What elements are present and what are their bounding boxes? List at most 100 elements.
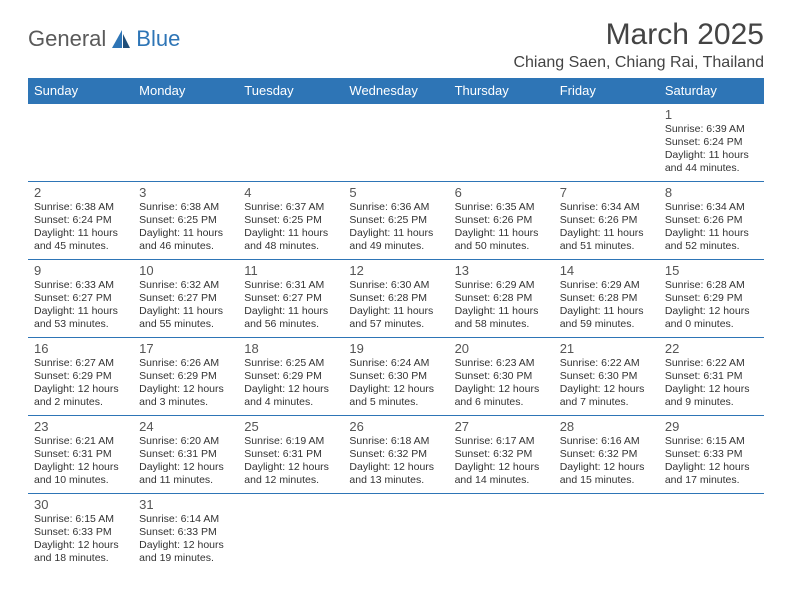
- sunrise-text: Sunrise: 6:18 AM: [349, 435, 442, 448]
- calendar-cell: 11Sunrise: 6:31 AMSunset: 6:27 PMDayligh…: [238, 260, 343, 338]
- sunrise-text: Sunrise: 6:38 AM: [139, 201, 232, 214]
- sunrise-text: Sunrise: 6:38 AM: [34, 201, 127, 214]
- day-number: 24: [139, 419, 232, 434]
- sail-icon: [110, 28, 132, 50]
- daylight-text: Daylight: 11 hours and 58 minutes.: [455, 305, 548, 331]
- daylight-text: Daylight: 12 hours and 4 minutes.: [244, 383, 337, 409]
- daylight-text: Daylight: 12 hours and 10 minutes.: [34, 461, 127, 487]
- calendar-cell: 10Sunrise: 6:32 AMSunset: 6:27 PMDayligh…: [133, 260, 238, 338]
- day-details: Sunrise: 6:33 AMSunset: 6:27 PMDaylight:…: [34, 279, 127, 332]
- brand-logo: General Blue: [28, 26, 180, 52]
- title-area: March 2025 Chiang Saen, Chiang Rai, Thai…: [513, 18, 764, 72]
- calendar-cell: 26Sunrise: 6:18 AMSunset: 6:32 PMDayligh…: [343, 416, 448, 494]
- sunset-text: Sunset: 6:24 PM: [34, 214, 127, 227]
- day-number: 17: [139, 341, 232, 356]
- day-number: 13: [455, 263, 548, 278]
- weekday-header: Wednesday: [343, 78, 448, 104]
- sunrise-text: Sunrise: 6:37 AM: [244, 201, 337, 214]
- day-details: Sunrise: 6:15 AMSunset: 6:33 PMDaylight:…: [34, 513, 127, 566]
- sunset-text: Sunset: 6:29 PM: [139, 370, 232, 383]
- sunset-text: Sunset: 6:28 PM: [349, 292, 442, 305]
- day-details: Sunrise: 6:36 AMSunset: 6:25 PMDaylight:…: [349, 201, 442, 254]
- calendar-cell: 4Sunrise: 6:37 AMSunset: 6:25 PMDaylight…: [238, 182, 343, 260]
- sunset-text: Sunset: 6:28 PM: [560, 292, 653, 305]
- sunset-text: Sunset: 6:31 PM: [244, 448, 337, 461]
- weekday-header-row: Sunday Monday Tuesday Wednesday Thursday…: [28, 78, 764, 104]
- daylight-text: Daylight: 12 hours and 2 minutes.: [34, 383, 127, 409]
- sunrise-text: Sunrise: 6:26 AM: [139, 357, 232, 370]
- calendar-cell: [449, 104, 554, 182]
- calendar-cell: 19Sunrise: 6:24 AMSunset: 6:30 PMDayligh…: [343, 338, 448, 416]
- daylight-text: Daylight: 12 hours and 3 minutes.: [139, 383, 232, 409]
- day-details: Sunrise: 6:29 AMSunset: 6:28 PMDaylight:…: [455, 279, 548, 332]
- day-details: Sunrise: 6:17 AMSunset: 6:32 PMDaylight:…: [455, 435, 548, 488]
- calendar-row: 9Sunrise: 6:33 AMSunset: 6:27 PMDaylight…: [28, 260, 764, 338]
- weekday-header: Friday: [554, 78, 659, 104]
- daylight-text: Daylight: 11 hours and 57 minutes.: [349, 305, 442, 331]
- sunrise-text: Sunrise: 6:35 AM: [455, 201, 548, 214]
- day-number: 31: [139, 497, 232, 512]
- day-number: 23: [34, 419, 127, 434]
- weekday-header: Sunday: [28, 78, 133, 104]
- day-number: 2: [34, 185, 127, 200]
- day-details: Sunrise: 6:31 AMSunset: 6:27 PMDaylight:…: [244, 279, 337, 332]
- day-details: Sunrise: 6:34 AMSunset: 6:26 PMDaylight:…: [560, 201, 653, 254]
- sunset-text: Sunset: 6:33 PM: [139, 526, 232, 539]
- calendar-cell: [238, 104, 343, 182]
- daylight-text: Daylight: 11 hours and 50 minutes.: [455, 227, 548, 253]
- sunrise-text: Sunrise: 6:25 AM: [244, 357, 337, 370]
- sunset-text: Sunset: 6:28 PM: [455, 292, 548, 305]
- sunrise-text: Sunrise: 6:24 AM: [349, 357, 442, 370]
- calendar-cell: [343, 104, 448, 182]
- day-details: Sunrise: 6:22 AMSunset: 6:30 PMDaylight:…: [560, 357, 653, 410]
- day-details: Sunrise: 6:27 AMSunset: 6:29 PMDaylight:…: [34, 357, 127, 410]
- calendar-cell: 3Sunrise: 6:38 AMSunset: 6:25 PMDaylight…: [133, 182, 238, 260]
- daylight-text: Daylight: 12 hours and 12 minutes.: [244, 461, 337, 487]
- calendar-cell: 16Sunrise: 6:27 AMSunset: 6:29 PMDayligh…: [28, 338, 133, 416]
- sunset-text: Sunset: 6:27 PM: [244, 292, 337, 305]
- calendar-cell: [659, 494, 764, 572]
- sunrise-text: Sunrise: 6:22 AM: [560, 357, 653, 370]
- weekday-header: Saturday: [659, 78, 764, 104]
- brand-text-1: General: [28, 26, 106, 52]
- day-number: 8: [665, 185, 758, 200]
- day-number: 1: [665, 107, 758, 122]
- calendar-cell: 30Sunrise: 6:15 AMSunset: 6:33 PMDayligh…: [28, 494, 133, 572]
- day-number: 3: [139, 185, 232, 200]
- sunset-text: Sunset: 6:33 PM: [34, 526, 127, 539]
- calendar-cell: 24Sunrise: 6:20 AMSunset: 6:31 PMDayligh…: [133, 416, 238, 494]
- daylight-text: Daylight: 11 hours and 44 minutes.: [665, 149, 758, 175]
- daylight-text: Daylight: 12 hours and 15 minutes.: [560, 461, 653, 487]
- day-number: 7: [560, 185, 653, 200]
- sunrise-text: Sunrise: 6:32 AM: [139, 279, 232, 292]
- day-details: Sunrise: 6:16 AMSunset: 6:32 PMDaylight:…: [560, 435, 653, 488]
- day-number: 22: [665, 341, 758, 356]
- sunrise-text: Sunrise: 6:34 AM: [665, 201, 758, 214]
- daylight-text: Daylight: 12 hours and 7 minutes.: [560, 383, 653, 409]
- daylight-text: Daylight: 11 hours and 56 minutes.: [244, 305, 337, 331]
- daylight-text: Daylight: 11 hours and 45 minutes.: [34, 227, 127, 253]
- sunrise-text: Sunrise: 6:22 AM: [665, 357, 758, 370]
- sunset-text: Sunset: 6:27 PM: [139, 292, 232, 305]
- daylight-text: Daylight: 11 hours and 49 minutes.: [349, 227, 442, 253]
- daylight-text: Daylight: 11 hours and 55 minutes.: [139, 305, 232, 331]
- calendar-cell: [343, 494, 448, 572]
- day-details: Sunrise: 6:34 AMSunset: 6:26 PMDaylight:…: [665, 201, 758, 254]
- day-details: Sunrise: 6:25 AMSunset: 6:29 PMDaylight:…: [244, 357, 337, 410]
- day-details: Sunrise: 6:37 AMSunset: 6:25 PMDaylight:…: [244, 201, 337, 254]
- calendar-cell: 8Sunrise: 6:34 AMSunset: 6:26 PMDaylight…: [659, 182, 764, 260]
- day-number: 12: [349, 263, 442, 278]
- sunset-text: Sunset: 6:31 PM: [665, 370, 758, 383]
- day-details: Sunrise: 6:19 AMSunset: 6:31 PMDaylight:…: [244, 435, 337, 488]
- calendar-cell: 9Sunrise: 6:33 AMSunset: 6:27 PMDaylight…: [28, 260, 133, 338]
- day-details: Sunrise: 6:21 AMSunset: 6:31 PMDaylight:…: [34, 435, 127, 488]
- day-details: Sunrise: 6:38 AMSunset: 6:24 PMDaylight:…: [34, 201, 127, 254]
- day-number: 4: [244, 185, 337, 200]
- calendar-cell: 2Sunrise: 6:38 AMSunset: 6:24 PMDaylight…: [28, 182, 133, 260]
- sunrise-text: Sunrise: 6:30 AM: [349, 279, 442, 292]
- day-number: 30: [34, 497, 127, 512]
- calendar-cell: [133, 104, 238, 182]
- sunset-text: Sunset: 6:29 PM: [34, 370, 127, 383]
- daylight-text: Daylight: 12 hours and 9 minutes.: [665, 383, 758, 409]
- sunset-text: Sunset: 6:32 PM: [455, 448, 548, 461]
